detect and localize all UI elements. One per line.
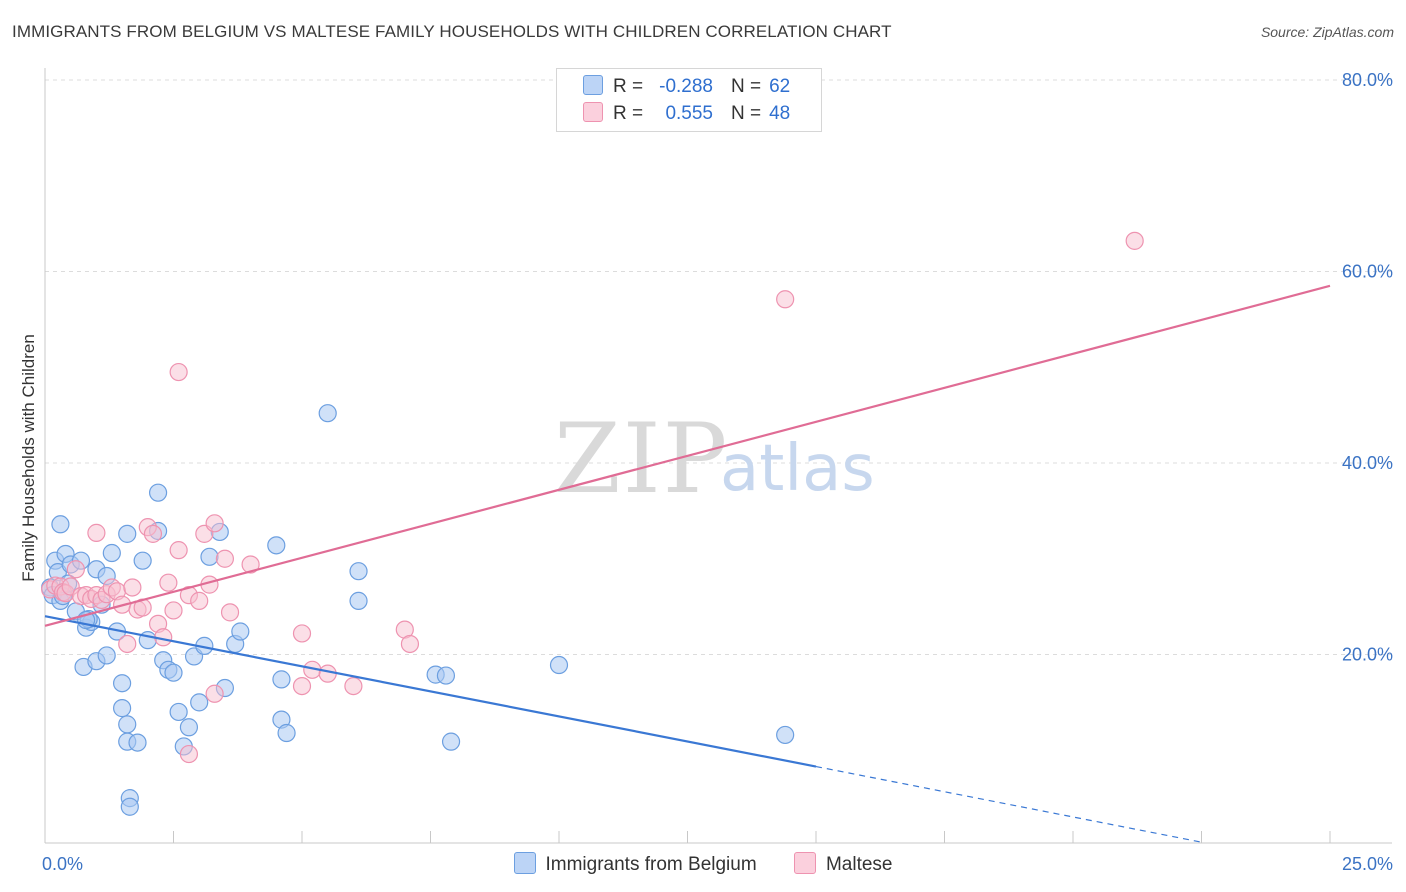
legend-n-label: N = — [731, 103, 762, 124]
data-point-belgium — [148, 483, 168, 502]
legend-item-belgium: Immigrants from Belgium — [513, 852, 757, 876]
data-point-belgium — [190, 693, 209, 712]
legend-label-maltese: Maltese — [825, 854, 893, 875]
y-tick-label: 60.0% — [1342, 262, 1393, 282]
data-point-belgium — [776, 725, 795, 745]
data-point-maltese — [205, 514, 224, 533]
grid — [45, 79, 1392, 655]
y-tick-label: 80.0% — [1342, 70, 1393, 90]
data-point-belgium — [349, 562, 368, 581]
legend-r-label: R = — [613, 103, 644, 124]
watermark-atlas: atlas — [720, 432, 875, 506]
data-point-belgium — [112, 699, 132, 718]
legend-n-value: 62 — [769, 76, 791, 97]
data-point-maltese — [400, 634, 420, 654]
data-point-maltese — [123, 578, 142, 597]
data-point-maltese — [220, 603, 240, 622]
data-point-maltese — [87, 523, 106, 542]
x-tick-label-max: 25.0% — [1342, 854, 1393, 874]
data-point-maltese — [241, 555, 260, 574]
data-point-belgium — [102, 543, 121, 563]
data-point-belgium — [272, 670, 291, 689]
data-point-belgium — [120, 797, 139, 816]
trend-lines — [44, 284, 1331, 843]
trend-line-maltese — [44, 284, 1331, 627]
data-point-maltese — [292, 676, 312, 696]
data-point-maltese — [344, 676, 363, 696]
chart-title: IMMIGRANTS FROM BELGIUM VS MALTESE FAMIL… — [12, 22, 892, 41]
data-point-maltese — [776, 290, 795, 309]
data-point-belgium — [118, 715, 137, 734]
data-point-belgium — [179, 718, 199, 737]
y-tick-label: 20.0% — [1342, 645, 1393, 665]
data-point-maltese — [190, 591, 209, 610]
data-point-maltese — [169, 362, 188, 382]
legend-row-maltese: R = 0.555 N = 48 — [583, 102, 790, 128]
data-point-maltese — [159, 573, 178, 592]
data-point-maltese — [169, 541, 188, 560]
correlation-legend: R = -0.288 N = 62 R = 0.555 N = 48 — [556, 68, 822, 132]
data-point-belgium — [436, 666, 456, 685]
data-point-belgium — [169, 702, 188, 722]
data-point-belgium — [118, 524, 137, 543]
data-point-belgium — [128, 733, 147, 752]
x-tick-label-min: 0.0% — [42, 854, 83, 874]
data-point-maltese — [164, 601, 183, 620]
data-point-maltese — [215, 549, 234, 568]
series-maltese-points — [41, 231, 1144, 764]
legend-swatch-maltese — [793, 852, 816, 874]
data-point-belgium — [349, 591, 368, 610]
source-label: Source: ZipAtlas.com — [1260, 24, 1394, 40]
legend-label-belgium: Immigrants from Belgium — [545, 854, 757, 875]
legend-swatch-belgium — [583, 75, 603, 95]
legend-r-label: R = — [613, 76, 644, 97]
data-point-maltese — [205, 684, 224, 703]
data-point-belgium — [318, 404, 337, 423]
data-point-maltese — [118, 634, 137, 654]
data-point-belgium — [277, 723, 296, 743]
legend-r-value: -0.288 — [659, 76, 713, 97]
legend-row-belgium: R = -0.288 N = 62 — [583, 75, 790, 101]
legend-n-label: N = — [731, 76, 762, 97]
data-point-belgium — [231, 622, 250, 641]
series-legend: Immigrants from Belgium Maltese — [0, 852, 1406, 876]
data-point-maltese — [292, 624, 312, 643]
y-axis-label: Family Households with Children — [19, 334, 38, 582]
data-point-belgium — [51, 515, 70, 534]
data-point-belgium — [200, 547, 219, 566]
trend-line-belgium-extension — [815, 765, 1202, 843]
tick-labels: 20.0% 40.0% 60.0% 80.0% 0.0% 25.0% — [42, 70, 1393, 874]
legend-r-value: 0.555 — [665, 103, 713, 124]
data-point-belgium — [549, 655, 569, 675]
data-point-belgium — [267, 536, 286, 555]
data-point-belgium — [97, 646, 116, 665]
data-point-maltese — [66, 560, 85, 579]
data-point-belgium — [164, 663, 183, 682]
data-point-maltese — [179, 744, 199, 764]
trend-line-belgium — [44, 615, 817, 768]
legend-n-value: 48 — [769, 103, 791, 124]
data-point-belgium — [133, 551, 152, 570]
data-point-maltese — [143, 524, 163, 543]
watermark: ZIP atlas — [554, 403, 875, 515]
axes — [44, 68, 1392, 844]
data-point-maltese — [1125, 231, 1144, 250]
data-point-belgium — [441, 732, 461, 751]
legend-swatch-belgium — [513, 852, 536, 874]
legend-swatch-maltese — [583, 102, 603, 122]
legend-item-maltese: Maltese — [793, 852, 893, 876]
data-point-belgium — [112, 674, 132, 693]
data-point-maltese — [318, 664, 337, 683]
watermark-zip: ZIP — [554, 403, 729, 515]
y-tick-label: 40.0% — [1342, 453, 1393, 473]
